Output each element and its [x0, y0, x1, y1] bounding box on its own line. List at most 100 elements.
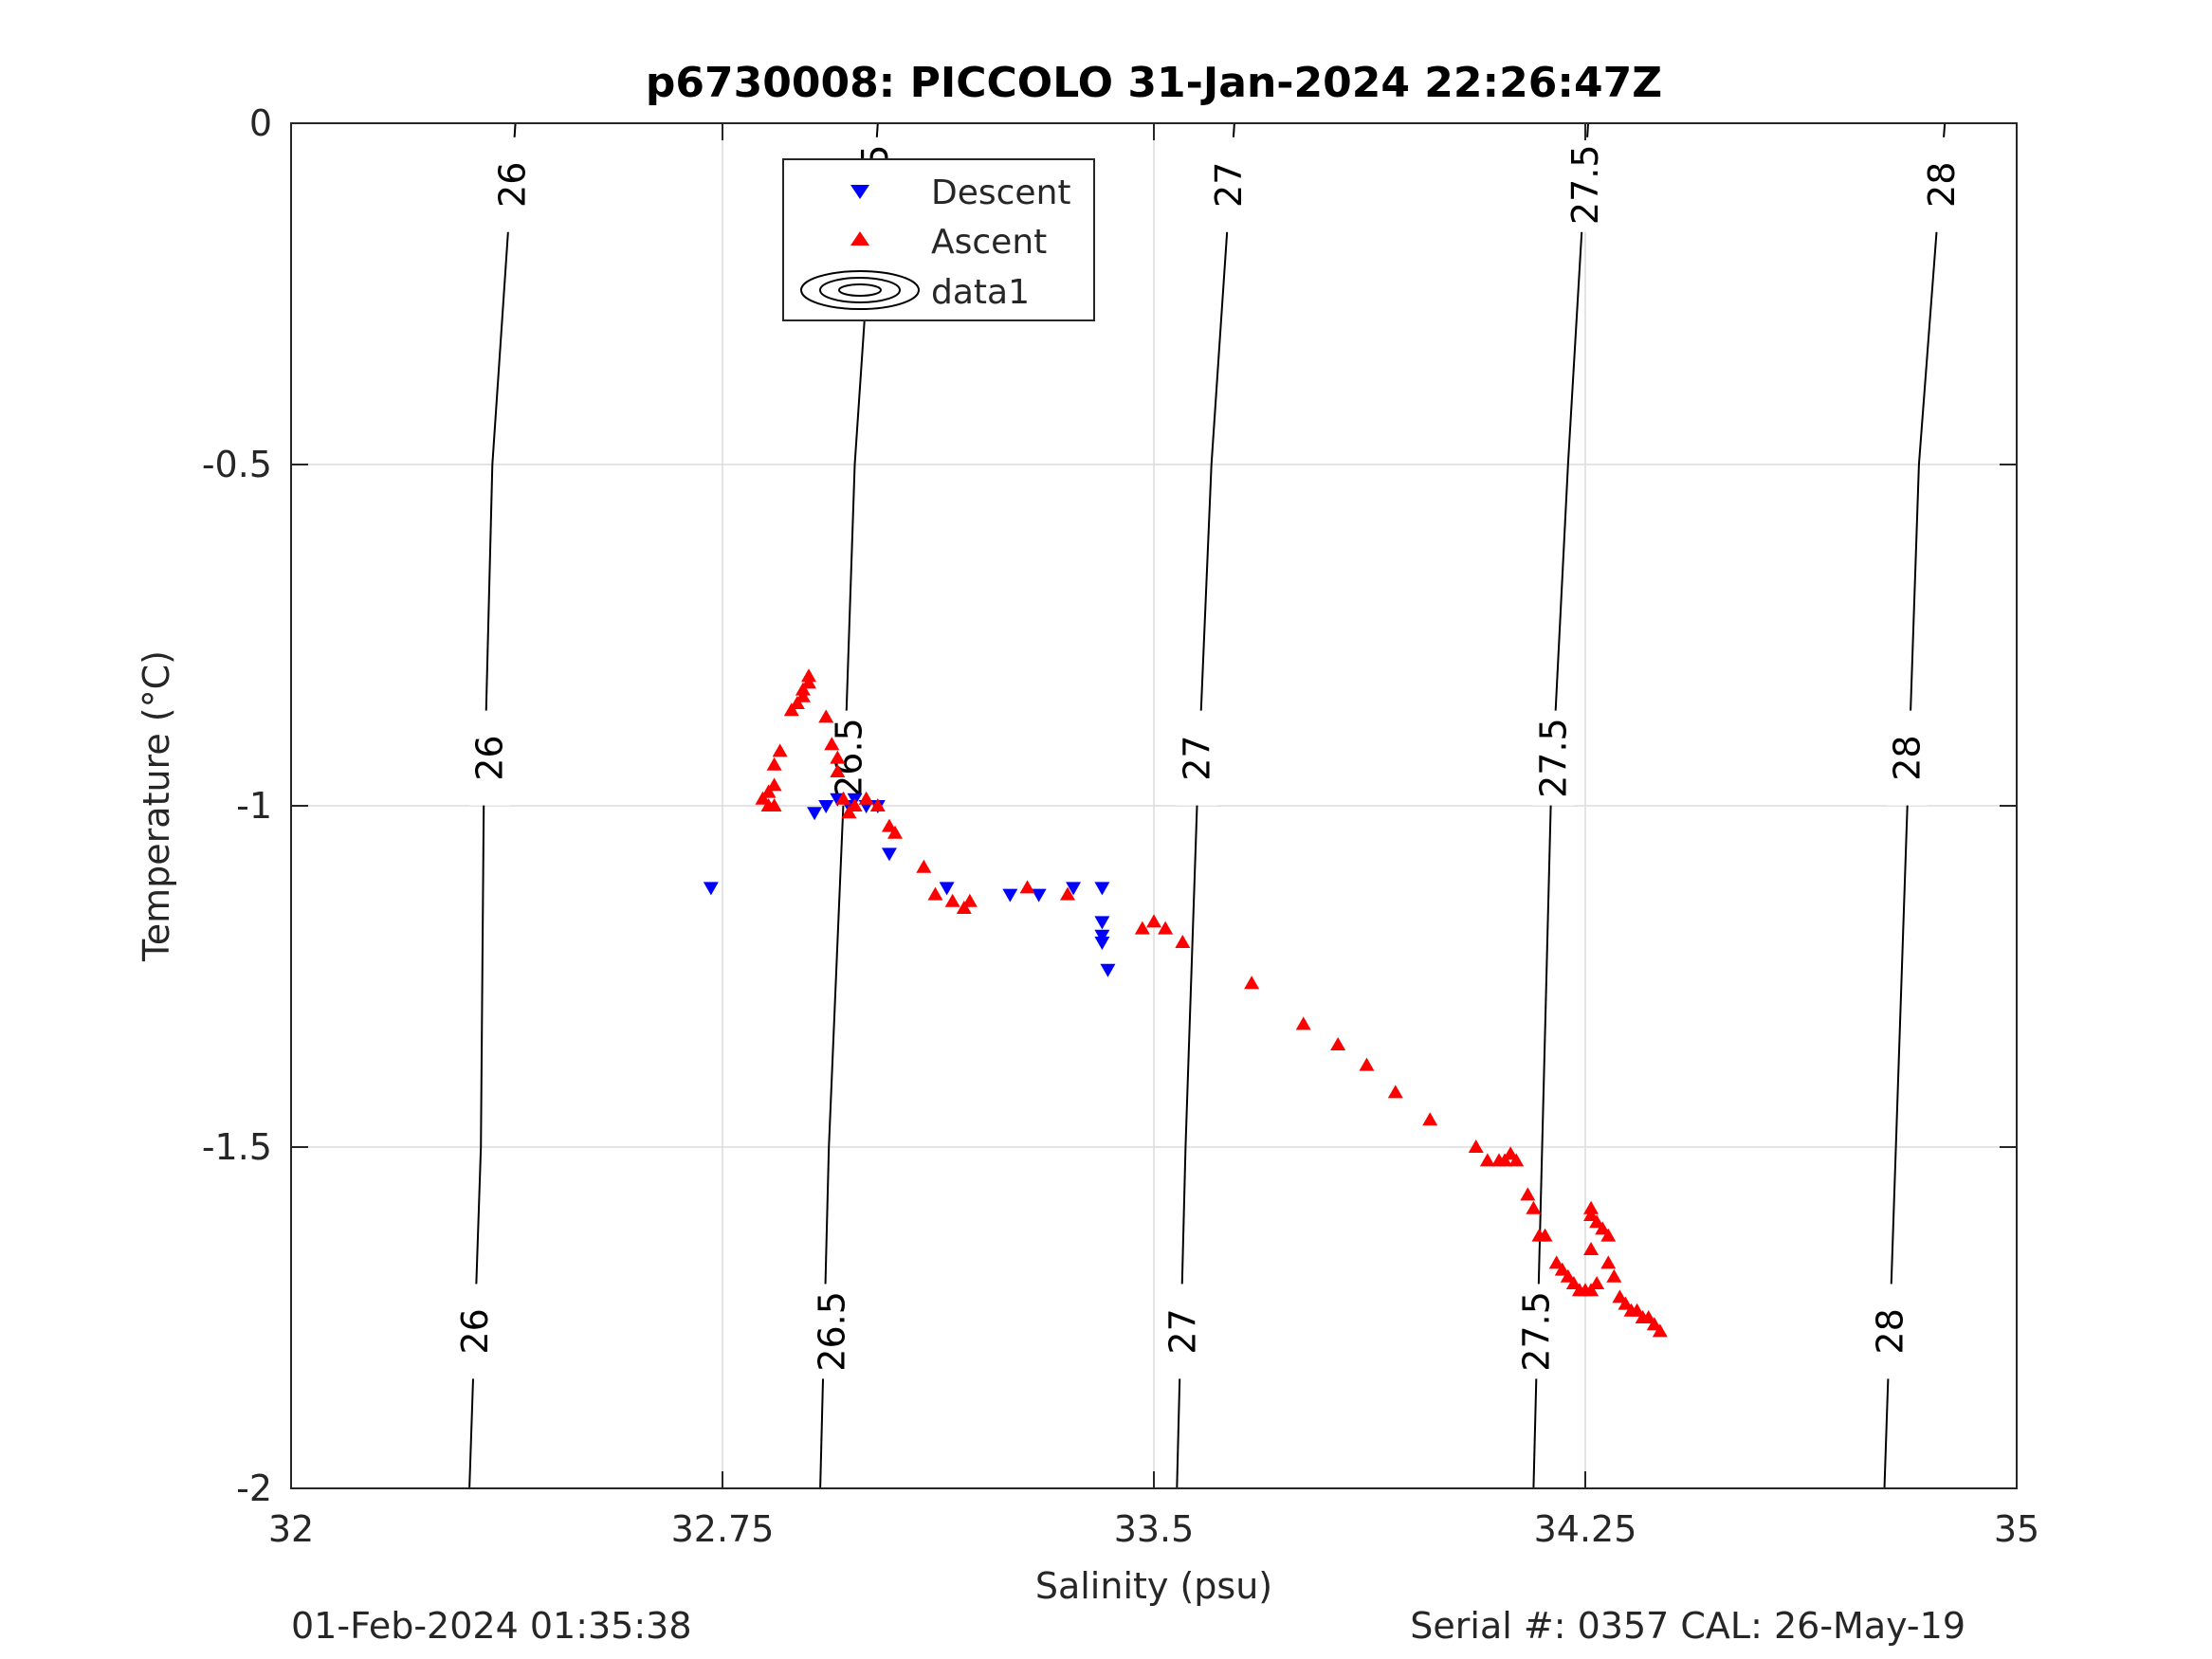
descent-point [881, 848, 897, 862]
ascent-point [916, 859, 932, 873]
ascent-point [795, 682, 811, 696]
contour-label-bg [1161, 1284, 1204, 1379]
ascent-point [1479, 1153, 1495, 1167]
ascent-point [1618, 1296, 1634, 1310]
ascent-point [1134, 921, 1150, 935]
x-tick-label: 32 [268, 1508, 314, 1550]
contour-label: 28 [1870, 1308, 1911, 1354]
ascent-point [760, 784, 777, 798]
ascent-point [766, 757, 782, 771]
legend-descent-label: Descent [931, 173, 1071, 212]
ascent-point [755, 791, 771, 805]
ascent-point [1060, 886, 1075, 901]
descent-point [1002, 888, 1018, 902]
ascent-point [783, 702, 799, 717]
ascent-point [1646, 1317, 1662, 1331]
descent-point [1066, 882, 1082, 896]
ascent-point [824, 737, 840, 751]
ascent-point [1158, 921, 1174, 935]
ascent-point [961, 893, 978, 907]
contour-line-26 [468, 122, 517, 1489]
ascent-point [1548, 1255, 1564, 1269]
ascent-point [818, 709, 834, 723]
ascent-point [1589, 1276, 1605, 1289]
ascent-point [1019, 880, 1035, 894]
contour-label-bg [1564, 137, 1606, 232]
contour-label: 26 [468, 735, 510, 780]
x-tick-label: 33.5 [1114, 1508, 1195, 1550]
legend-contour-marker [800, 270, 920, 310]
y-tick-label: -0.5 [202, 444, 272, 485]
y-tick-label: -2 [236, 1468, 272, 1509]
ascent-point [1497, 1153, 1513, 1167]
legend: Descent Ascent data1 [782, 158, 1095, 321]
legend-ascent-label: Ascent [931, 223, 1047, 262]
ascent-point [1508, 1153, 1525, 1167]
legend-box [782, 158, 1095, 321]
ascent-point [1583, 1200, 1600, 1214]
ascent-point [1600, 1255, 1617, 1269]
ascent-point [1595, 1221, 1611, 1235]
ascent-point [1583, 1283, 1600, 1297]
contour-label: 27.5 [1564, 144, 1606, 225]
contour-label: 27.5 [1533, 718, 1575, 798]
contour-label: 28 [1887, 735, 1929, 780]
x-tick-label: 32.75 [671, 1508, 775, 1550]
contour-label-bg [1921, 137, 1964, 232]
ascent-point [1387, 1085, 1403, 1099]
ascent-point [1330, 1037, 1346, 1050]
ascent-point [1583, 1208, 1600, 1221]
contour-line-26.5 [819, 122, 879, 1489]
ascent-point [927, 886, 943, 901]
legend-contour-label: data1 [931, 273, 1030, 312]
y-tick-label: -1 [236, 785, 272, 827]
ascent-point [830, 764, 846, 777]
descent-point [1100, 963, 1116, 977]
contour-label-bg [1176, 710, 1218, 806]
ascent-point [956, 901, 972, 914]
ascent-point [795, 688, 811, 702]
ascent-point [1554, 1262, 1570, 1276]
ascent-point [944, 893, 960, 907]
ascent-point [1537, 1228, 1553, 1242]
contour-label-bg [1515, 1284, 1558, 1379]
x-tick-label: 34.25 [1534, 1508, 1637, 1550]
ascent-point [1612, 1289, 1628, 1304]
data-points [703, 668, 1668, 1338]
ascent-point [858, 791, 874, 805]
ascent-point [1606, 1268, 1622, 1283]
ascent-point [841, 805, 857, 819]
contour-label-bg [491, 137, 534, 232]
ascent-point [772, 743, 788, 757]
ascent-point [1560, 1268, 1576, 1283]
ascent-point [801, 675, 816, 689]
contour-label: 28 [1921, 162, 1963, 208]
descent-point [1094, 929, 1110, 943]
ascent-point [1359, 1057, 1375, 1071]
footer-serial-cal: Serial #: 0357 CAL: 26-May-19 [1410, 1605, 1965, 1647]
chart-title: p6730008: PICCOLO 31-Jan-2024 22:26:47Z [646, 59, 1662, 107]
footer-timestamp: 01-Feb-2024 01:35:38 [291, 1605, 692, 1647]
ascent-point [1652, 1323, 1668, 1338]
ascent-point [1175, 935, 1191, 948]
contour-label-bg [1207, 137, 1250, 232]
descent-point [818, 800, 834, 813]
ascent-point [1629, 1303, 1645, 1317]
x-axis-label: Salinity (psu) [1035, 1565, 1272, 1607]
contour-label-bg [454, 1284, 497, 1379]
axis-ticks: 32 32.75 33.5 34.25 35 0 -0.5 -1 -1.5 -2 [202, 102, 2039, 1550]
ascent-point [869, 798, 886, 811]
descent-point [807, 807, 823, 821]
ascent-point [1503, 1146, 1519, 1160]
y-tick-label: 0 [249, 102, 272, 144]
ascent-point [1600, 1228, 1617, 1242]
descent-point [1094, 916, 1110, 930]
ascent-point [1146, 914, 1161, 928]
ascent-point [1565, 1276, 1581, 1289]
contour-label: 27.5 [1515, 1291, 1557, 1372]
ascent-point [835, 791, 851, 805]
ascent-point [1520, 1187, 1536, 1201]
ascent-point [881, 818, 897, 832]
contour-label: 27 [1177, 735, 1218, 780]
